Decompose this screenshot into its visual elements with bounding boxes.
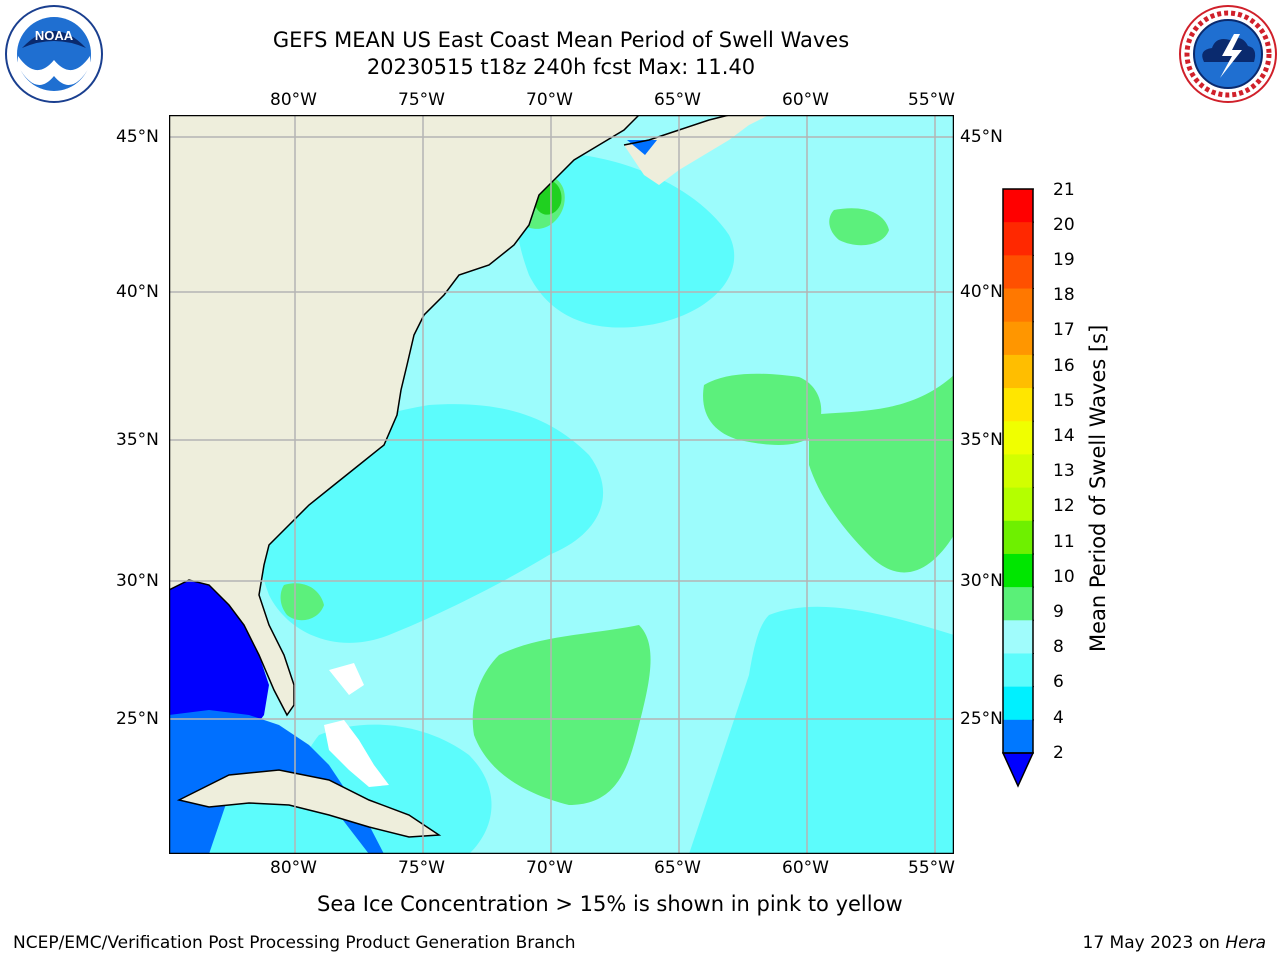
lat-label-left: 45°N xyxy=(116,127,159,147)
lat-label-right: 35°N xyxy=(960,430,1003,450)
lat-label-right: 25°N xyxy=(960,709,1003,729)
colorbar-band xyxy=(1003,653,1033,688)
swell-period-map xyxy=(169,115,954,854)
colorbar-tick-label: 13 xyxy=(1053,461,1075,481)
map-frame xyxy=(169,115,954,854)
colorbar-band xyxy=(1003,520,1033,555)
colorbar-tick-label: 18 xyxy=(1053,285,1075,305)
lon-label-top: 80°W xyxy=(270,90,317,110)
lat-label-right: 40°N xyxy=(960,282,1003,302)
colorbar-frame xyxy=(1002,188,1034,754)
sea-ice-note: Sea Ice Concentration > 15% is shown in … xyxy=(317,892,903,916)
lon-label-bottom: 55°W xyxy=(908,858,955,878)
lat-label-right: 30°N xyxy=(960,571,1003,591)
colorbar-extend-arrow xyxy=(1002,752,1034,788)
colorbar-band xyxy=(1003,354,1033,389)
colorbar-tick-label: 2 xyxy=(1053,743,1064,763)
lon-label-bottom: 75°W xyxy=(398,858,445,878)
nova-scotia-land xyxy=(624,115,769,185)
colorbar-band xyxy=(1003,321,1033,356)
colorbar-band xyxy=(1003,686,1033,721)
colorbar-title: Mean Period of Swell Waves [s] xyxy=(1086,324,1110,652)
colorbar-tick-label: 17 xyxy=(1053,320,1075,340)
lon-label-top: 75°W xyxy=(398,90,445,110)
colorbar xyxy=(1002,188,1034,788)
colorbar-band xyxy=(1003,487,1033,522)
colorbar-band xyxy=(1003,255,1033,290)
swell-band-6-8s xyxy=(689,606,954,854)
swell-band-9-10s xyxy=(703,373,822,445)
cuba-land xyxy=(179,770,439,837)
swell-band-9-10s xyxy=(829,208,889,246)
colorbar-tick-label: 6 xyxy=(1053,672,1064,692)
noaa-logo: NOAA xyxy=(5,5,103,103)
swell-band-2-4s xyxy=(627,140,657,155)
swell-band-9-10s xyxy=(472,625,651,805)
lon-label-top: 65°W xyxy=(654,90,701,110)
colorbar-band xyxy=(1003,388,1033,422)
colorbar-tick-label: 15 xyxy=(1053,391,1075,411)
plot-title-line2: 20230515 t18z 240h fcst Max: 11.40 xyxy=(366,55,756,79)
swell-band-below-2s xyxy=(169,580,269,755)
lat-label-left: 40°N xyxy=(116,282,159,302)
lon-label-top: 70°W xyxy=(526,90,573,110)
lon-label-bottom: 80°W xyxy=(270,858,317,878)
colorbar-band xyxy=(1003,288,1033,323)
coastline xyxy=(169,115,640,717)
colorbar-band xyxy=(1003,719,1033,754)
colorbar-band xyxy=(1003,421,1033,455)
colorbar-tick-label: 12 xyxy=(1053,496,1075,516)
lat-label-left: 35°N xyxy=(116,430,159,450)
colorbar-band xyxy=(1003,189,1033,223)
colorbar-tick-label: 19 xyxy=(1053,250,1075,270)
north-america-land xyxy=(169,115,639,715)
colorbar-band xyxy=(1003,553,1033,588)
colorbar-band xyxy=(1003,620,1033,654)
plot-title-line1: GEFS MEAN US East Coast Mean Period of S… xyxy=(272,28,850,52)
colorbar-band xyxy=(1003,587,1033,621)
lon-label-top: 55°W xyxy=(908,90,955,110)
lat-label-left: 30°N xyxy=(116,571,159,591)
coastline xyxy=(176,769,442,838)
swell-band-9-10s xyxy=(809,375,954,573)
colorbar-tick-label: 11 xyxy=(1053,532,1075,552)
colorbar-tick-label: 9 xyxy=(1053,602,1064,622)
bahamas-white xyxy=(329,663,364,695)
colorbar-tick-label: 4 xyxy=(1053,708,1064,728)
footer-credit: NCEP/EMC/Verification Post Processing Pr… xyxy=(13,933,576,953)
colorbar-tick-label: 20 xyxy=(1053,215,1075,235)
footer-date: 17 May 2023 on Hera xyxy=(1083,933,1267,953)
nws-logo xyxy=(1179,5,1277,103)
swell-band-9-10s xyxy=(280,583,324,621)
footer-machine: Hera xyxy=(1225,933,1266,953)
lon-label-bottom: 65°W xyxy=(654,858,701,878)
colorbar-tick-label: 16 xyxy=(1053,356,1075,376)
footer-date-text: 17 May 2023 on xyxy=(1082,933,1226,953)
lon-label-top: 60°W xyxy=(782,90,829,110)
noaa-logo-text: NOAA xyxy=(35,28,74,43)
colorbar-tick-label: 10 xyxy=(1053,567,1075,587)
lat-label-left: 25°N xyxy=(116,709,159,729)
graticule xyxy=(169,115,954,854)
colorbar-band xyxy=(1003,454,1033,489)
lat-label-right: 45°N xyxy=(960,127,1003,147)
bahamas-white xyxy=(324,720,389,787)
lon-label-bottom: 70°W xyxy=(526,858,573,878)
colorbar-band xyxy=(1003,222,1033,256)
colorbar-tick-label: 14 xyxy=(1053,426,1075,446)
lon-label-bottom: 60°W xyxy=(782,858,829,878)
colorbar-tick-label: 21 xyxy=(1053,180,1075,200)
swell-band-4-6s xyxy=(209,795,369,854)
colorbar-tick-label: 8 xyxy=(1053,637,1064,657)
